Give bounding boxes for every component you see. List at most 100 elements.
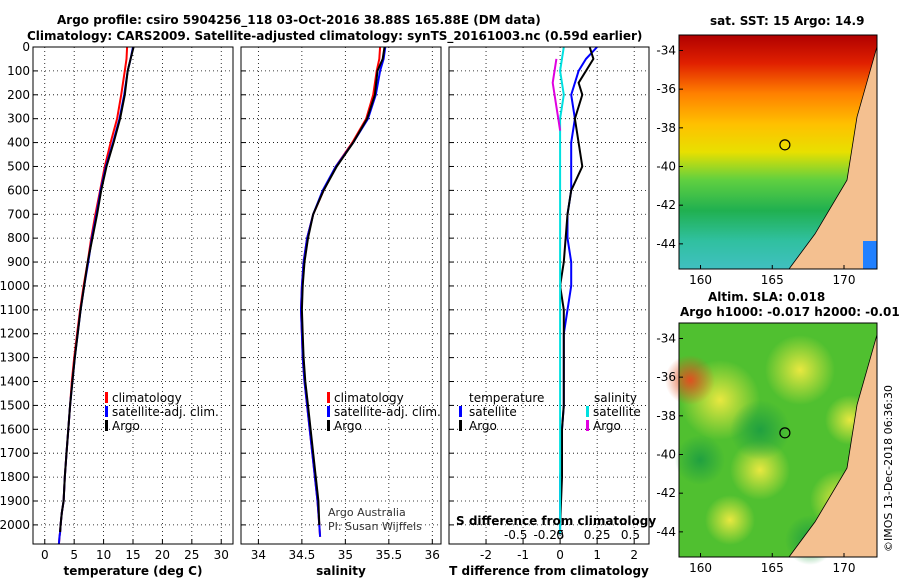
sla-anomaly-blob — [665, 355, 715, 405]
y-tick-label: 600 — [7, 183, 30, 197]
legend-salinity-panel: climatology satellite-adj. clim. Argo — [327, 391, 441, 433]
x-tick-label: 165 — [761, 561, 784, 575]
y-tick-label: 200 — [7, 88, 30, 102]
s-tick-label: 0.5 — [621, 528, 640, 542]
sst-cold-patch — [863, 241, 877, 269]
y-tick-label: 400 — [7, 136, 30, 150]
x-tick-label: 0 — [41, 548, 49, 562]
legend-swatch-satellite-s — [586, 406, 589, 417]
credit-line2: PI: Susan Wijffels — [328, 520, 422, 533]
y-tick-label: 1000 — [0, 279, 30, 293]
x-tick-label: 160 — [689, 561, 712, 575]
profile-panel-salinity: 34 34.5 35 35.5 36 salinity — [240, 46, 442, 578]
legend-difference-panel: temperature satellite Argo salinity sate… — [459, 391, 641, 433]
x-tick-label: 0 — [556, 548, 564, 562]
y-tick-label: -34 — [656, 331, 676, 345]
y-tick-label: 1200 — [0, 327, 30, 341]
legend-title-salinity: salinity — [594, 391, 637, 405]
y-tick-label: -38 — [656, 409, 676, 423]
plot-frame — [448, 46, 650, 545]
x-axis-label: salinity — [316, 564, 366, 578]
legend-swatch-argo — [327, 420, 330, 431]
sst-map-title: sat. SST: 15 Argo: 14.9 — [710, 14, 864, 28]
x-tick-label: 1 — [593, 548, 601, 562]
map-frame — [678, 322, 878, 558]
s-tick-label: 0.25 — [584, 528, 611, 542]
y-tick-label: 900 — [7, 255, 30, 269]
legend-label-satellite: satellite-adj. clim. — [334, 405, 441, 419]
timestamp-stamp: ©IMOS 13-Dec-2018 06:36:30 — [882, 385, 895, 552]
sla-map: 160 165 170 -34 -36 -38 -40 -42 -44 — [656, 322, 878, 575]
y-tick-label: -44 — [656, 525, 676, 539]
s-tick-label: -0.5 — [504, 528, 527, 542]
sla-anomaly-blob — [765, 335, 835, 405]
y-tick-label: -40 — [656, 160, 676, 174]
legend-swatch-satellite — [105, 406, 108, 417]
y-tick-label: 500 — [7, 159, 30, 173]
x-axis-label: temperature (deg C) — [64, 564, 203, 578]
plot-area — [449, 47, 649, 544]
y-tick-label: -38 — [656, 121, 676, 135]
sla-map-subtitle: Argo h1000: -0.017 h2000: -0.012 — [680, 305, 900, 319]
x-tick-label: 160 — [689, 273, 712, 287]
legend-label-satellite: satellite-adj. clim. — [112, 405, 219, 419]
y-tick-label: -42 — [656, 198, 676, 212]
y-tick-label: 800 — [7, 231, 30, 245]
sst-map: 160 165 170 -34 -36 -38 -40 -42 -44 — [656, 34, 878, 287]
legend-label-argo: Argo — [112, 419, 140, 433]
y-tick-label: 2000 — [0, 518, 30, 532]
x-tick-label: 35 — [338, 548, 353, 562]
x-tick-label: 34.5 — [289, 548, 316, 562]
legend-swatch-satellite — [327, 406, 330, 417]
y-tick-label: 1500 — [0, 398, 30, 412]
y-tick-label: -36 — [656, 82, 676, 96]
s-axis-title: S difference from climatology — [456, 514, 656, 528]
legend-swatch-climatology — [105, 392, 108, 403]
legend-label-climatology: climatology — [334, 391, 404, 405]
series-line-argo — [59, 46, 135, 533]
legend-label-argo-t: Argo — [469, 419, 497, 433]
series-line-satellite — [559, 46, 565, 535]
x-tick-label: 34 — [251, 548, 266, 562]
x-tick-label: 35.5 — [375, 548, 402, 562]
y-tick-label: 1300 — [0, 351, 30, 365]
profile-panel-temperature: 0 5 10 15 20 25 30 temperature (deg C) 0 100 200 30… — [0, 40, 234, 578]
x-tick-label: 170 — [833, 561, 856, 575]
y-tick-label: 1800 — [0, 470, 30, 484]
series-line-argo — [559, 46, 595, 525]
x-tick-label: 25 — [184, 548, 199, 562]
x-tick-label: 5 — [70, 548, 78, 562]
sla-anomaly-blob — [675, 435, 725, 485]
legend-label-climatology: climatology — [112, 391, 182, 405]
sla-anomaly-blob — [730, 400, 790, 460]
y-tick-label: 700 — [7, 207, 30, 221]
plot-frame — [240, 46, 442, 545]
y-tick-label: -34 — [656, 43, 676, 57]
profile-panel-difference: -2 -1 0 1 2 T difference from climatology -0.5… — [448, 46, 650, 578]
y-tick-label: 1100 — [0, 303, 30, 317]
series-line-argo — [551, 58, 562, 131]
legend-title-temperature: temperature — [469, 391, 544, 405]
y-tick-label: -44 — [656, 237, 676, 251]
legend-label-argo: Argo — [334, 419, 362, 433]
s-tick-label: 0 — [556, 528, 564, 542]
y-tick-label: -36 — [656, 370, 676, 384]
y-tick-label: -42 — [656, 486, 676, 500]
y-tick-label: 1900 — [0, 494, 30, 508]
x-tick-label: -1 — [517, 548, 529, 562]
x-tick-label: 15 — [125, 548, 140, 562]
credit-line1: Argo Australia — [328, 506, 406, 519]
legend-label-argo-s: Argo — [593, 419, 621, 433]
legend-swatch-argo-t — [459, 420, 462, 431]
y-tick-label: 1400 — [0, 375, 30, 389]
x-tick-label: 20 — [155, 548, 170, 562]
legend-label-satellite-s: satellite — [593, 405, 641, 419]
x-tick-label: 2 — [630, 548, 638, 562]
sla-map-title: Altim. SLA: 0.018 — [708, 290, 825, 304]
legend-swatch-climatology — [327, 392, 330, 403]
x-tick-label: 10 — [96, 548, 111, 562]
map-frame — [678, 34, 878, 270]
legend-label-satellite-t: satellite — [469, 405, 517, 419]
sla-anomaly-blob — [705, 495, 755, 545]
